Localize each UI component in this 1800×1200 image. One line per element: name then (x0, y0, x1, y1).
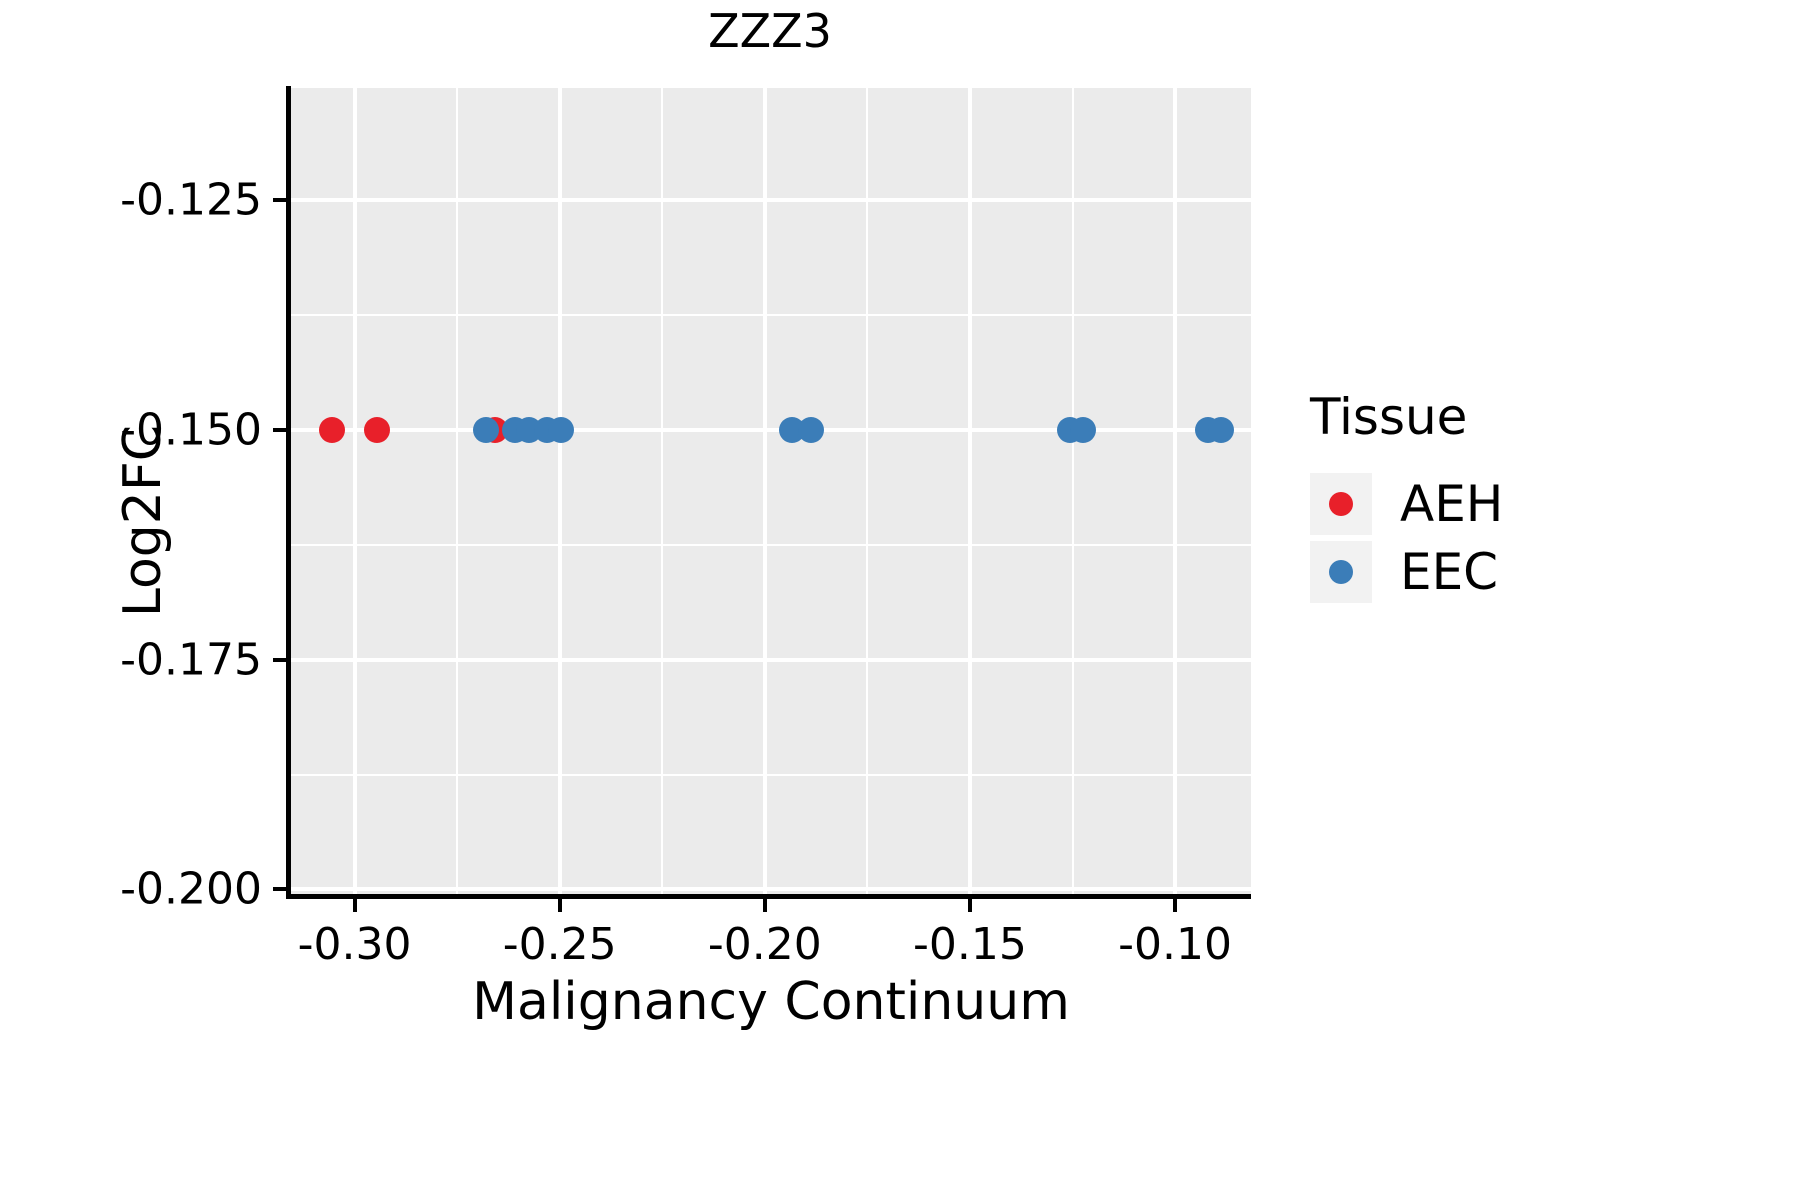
plot-panel (291, 88, 1251, 894)
y-tick-label: -0.200 (120, 863, 262, 915)
page-title: ZZZ3 (708, 4, 832, 58)
gridline-major-horizontal (291, 198, 1251, 203)
legend: Tissue AEH EEC (1310, 388, 1780, 606)
gridline-major-vertical (557, 88, 562, 894)
data-point-aeh[interactable] (363, 416, 390, 443)
gridline-major-vertical (967, 88, 972, 894)
data-point-eec[interactable] (472, 416, 499, 443)
y-tick-label: -0.150 (120, 404, 262, 456)
x-tick-label: -0.30 (297, 919, 412, 970)
gridline-minor-vertical (661, 88, 664, 894)
gridline-minor-vertical (866, 88, 869, 894)
x-tick-label: -0.20 (707, 919, 822, 970)
x-tick-mark (762, 899, 767, 912)
gridline-major-vertical (1173, 88, 1178, 894)
gridline-major-horizontal (291, 427, 1251, 432)
gridline-minor-vertical (1071, 88, 1074, 894)
x-tick-label: -0.10 (1118, 919, 1233, 970)
gridline-minor-horizontal (291, 314, 1251, 316)
legend-title: Tissue (1310, 388, 1468, 446)
x-axis-line (286, 894, 1251, 899)
y-axis-line (286, 86, 291, 898)
x-tick-label: -0.25 (502, 919, 617, 970)
circle-icon (1329, 492, 1353, 516)
data-point-eec[interactable] (547, 416, 574, 443)
legend-item-eec[interactable]: EEC (1310, 538, 1780, 606)
y-tick-mark (273, 887, 286, 892)
y-tick-mark (273, 657, 286, 662)
gridline-minor-horizontal (291, 543, 1251, 546)
y-tick-label: -0.125 (120, 174, 262, 226)
x-tick-mark (1173, 899, 1178, 912)
data-point-eec[interactable] (1208, 416, 1235, 443)
legend-item-aeh[interactable]: AEH (1310, 470, 1780, 538)
gridline-major-vertical (352, 88, 357, 894)
x-axis-title: Malignancy Continuum (472, 972, 1070, 1032)
x-tick-mark (967, 899, 972, 912)
gridline-major-vertical (762, 88, 767, 894)
gridline-minor-vertical (456, 88, 459, 894)
legend-label-eec: EEC (1400, 543, 1499, 601)
circle-icon (1329, 560, 1353, 584)
gridline-major-horizontal (291, 657, 1251, 662)
y-tick-label: -0.175 (120, 634, 262, 686)
x-tick-mark (557, 899, 562, 912)
y-axis-title: Log2FC (113, 424, 173, 618)
gridline-minor-horizontal (291, 773, 1251, 776)
data-point-eec[interactable] (797, 416, 824, 443)
legend-key-aeh (1310, 473, 1372, 535)
y-tick-mark (273, 198, 286, 203)
data-point-aeh[interactable] (319, 416, 346, 443)
x-tick-mark (352, 899, 357, 912)
y-tick-mark (273, 427, 286, 432)
gridline-major-horizontal (291, 887, 1251, 892)
legend-key-eec (1310, 541, 1372, 603)
x-tick-label: -0.15 (913, 919, 1027, 970)
legend-label-aeh: AEH (1400, 475, 1504, 533)
data-point-eec[interactable] (1069, 416, 1096, 443)
